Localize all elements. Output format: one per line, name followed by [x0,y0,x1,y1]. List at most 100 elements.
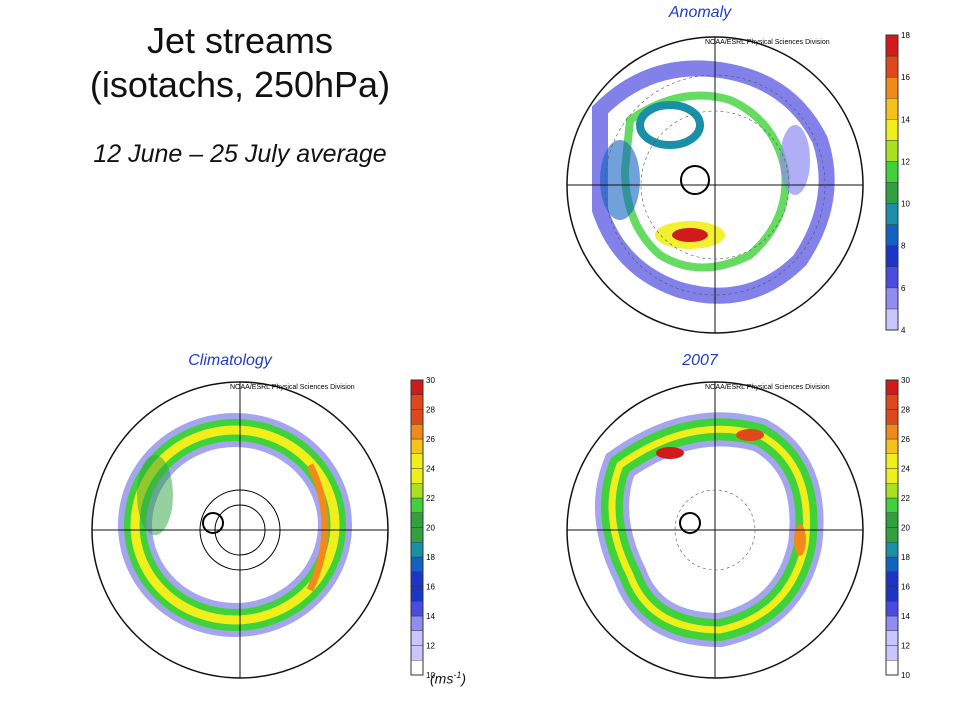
colorbar-swatch [885,453,899,469]
colorbar-swatch [410,424,424,440]
colorbar-swatch [885,512,899,528]
colorbar-tick-label: 24 [426,465,435,474]
colorbar-swatch [410,438,424,454]
colorbar-swatch [885,660,899,676]
colorbar-swatch [885,140,899,162]
units-label: (ms-1) [430,670,466,687]
colorbar-swatch [410,601,424,617]
colorbar-swatch [885,224,899,246]
colorbar-swatch [885,245,899,267]
colorbar-swatch [410,409,424,425]
units-exponent: -1 [453,670,462,680]
year-2007-polar-map: NOAA/ESRL Physical Sciences Division [566,381,864,679]
colorbar-tick-label: 12 [901,157,910,166]
colorbar-tick-label: 14 [901,115,910,124]
colorbar-swatch [885,615,899,631]
colorbar-tick-label: 10 [901,200,910,209]
colorbar-tick-label: 16 [901,73,910,82]
colorbar-swatch [885,586,899,602]
anomaly-polar-map: NOAA/ESRL Physical Sciences Division [566,36,864,334]
colorbar-tick-label: 12 [901,642,910,651]
panel-label-anomaly: Anomaly [668,4,732,21]
colorbar-tick-label: 18 [901,553,910,562]
colorbar-swatch [410,379,424,395]
colorbar-tick-label: 22 [901,494,910,503]
colorbar-tick-label: 10 [901,671,910,680]
colorbar-tick-label: 30 [426,376,435,385]
colorbar-swatch [885,394,899,410]
colorbar-swatch [410,483,424,499]
colorbar-swatch [885,379,899,395]
colorbar-swatch [410,586,424,602]
colorbar-outline [885,34,899,331]
colorbar-tick-label: 10 [426,671,435,680]
colorbar-tick-label: 20 [901,524,910,533]
colorbar-outline [885,379,899,676]
map-credit: NOAA/ESRL Physical Sciences Division [230,384,355,391]
colorbar-swatch [410,571,424,587]
colorbar-tick-label: 26 [901,435,910,444]
colorbar-swatch [410,615,424,631]
map-credit: NOAA/ESRL Physical Sciences Division [705,39,830,46]
colorbar-swatch [410,645,424,661]
page-subtitle: 12 June – 25 July average [93,140,387,168]
anomaly-colorbar: 4 6 8 10 12 14 16 18 [885,31,910,335]
page-title-line-1: Jet streams [146,20,334,61]
colorbar-tick-label: 24 [901,465,910,474]
units-close: ) [461,670,467,687]
colorbar-swatch [885,645,899,661]
colorbar-swatch [885,98,899,120]
climatology-polar-map: NOAA/ESRL Physical Sciences Division [91,381,389,679]
colorbar-tick-label: 30 [901,376,910,385]
colorbar-tick-label: 4 [901,326,906,335]
colorbar-swatch [885,119,899,141]
colorbar-swatch [885,483,899,499]
colorbar-swatch [410,542,424,558]
colorbar-swatch [885,287,899,310]
colorbar-swatch [410,527,424,543]
colorbar-tick-label: 14 [426,612,435,621]
colorbar-swatch [885,409,899,425]
colorbar-swatch [885,571,899,587]
colorbar-swatch [410,497,424,513]
colorbar-tick-label: 12 [426,642,435,651]
colorbar-swatch [885,76,899,99]
colorbar-swatch [885,308,899,331]
colorbar-swatch [885,468,899,484]
colorbar-tick-label: 20 [426,524,435,533]
colorbar-swatch [885,424,899,440]
colorbar-swatch [885,438,899,454]
colorbar-tick-label: 26 [426,435,435,444]
year-2007-colorbar: 10 12 14 16 18 20 22 24 26 28 30 [885,376,910,680]
colorbar-swatch [885,203,899,225]
colorbar-swatch [885,34,899,57]
colorbar-swatch [885,182,899,204]
colorbar-tick-label: 28 [426,406,435,415]
colorbar-swatch [885,601,899,617]
colorbar-swatch [885,266,899,289]
climatology-colorbar: 10 12 14 16 18 20 22 24 26 28 30 [410,376,435,680]
panel-label-climatology: Climatology [188,352,272,369]
colorbar-swatch [410,394,424,410]
colorbar-swatch [410,468,424,484]
colorbar-swatch [410,453,424,469]
colorbar-swatch [885,497,899,513]
colorbar-tick-label: 18 [426,553,435,562]
panel-label-2007: 2007 [682,352,718,369]
colorbar-swatch [410,512,424,528]
colorbar-swatch [885,161,899,183]
colorbar-swatch [885,630,899,646]
colorbar-outline [410,379,424,676]
colorbar-swatch [885,556,899,572]
colorbar-tick-label: 6 [901,284,906,293]
colorbar-tick-label: 8 [901,242,906,251]
colorbar-swatch [410,660,424,676]
colorbar-tick-label: 16 [901,583,910,592]
colorbar-tick-label: 28 [901,406,910,415]
colorbar-tick-label: 16 [426,583,435,592]
map-credit: NOAA/ESRL Physical Sciences Division [705,384,830,391]
colorbar-tick-label: 14 [901,612,910,621]
colorbar-swatch [410,556,424,572]
colorbar-tick-label: 22 [426,494,435,503]
units-base: (ms [430,670,454,687]
